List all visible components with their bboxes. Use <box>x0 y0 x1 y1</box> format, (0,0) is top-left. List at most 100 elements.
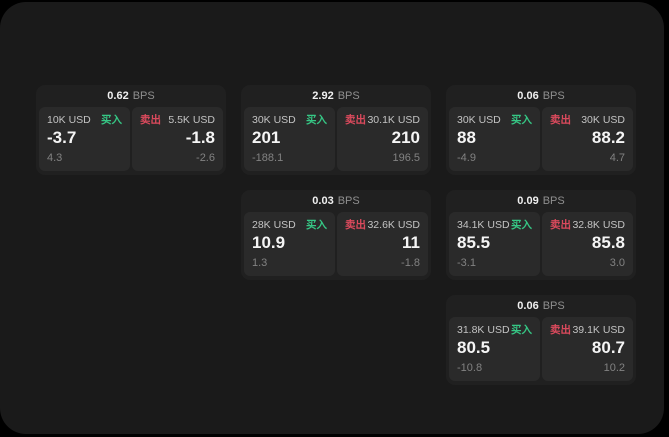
buy-side-label: 买入 <box>511 324 532 336</box>
sell-price: 210 <box>391 127 420 147</box>
quote-card: 0.06 BPS 30K USD 买入 88 -4.9 卖出 30K USD <box>446 85 636 175</box>
buy-amount-label: 10K USD <box>47 114 91 126</box>
sell-price: 85.8 <box>591 232 625 252</box>
sell-quote-tile[interactable]: 卖出 39.1K USD 80.7 10.2 <box>542 317 633 381</box>
sell-change: 4.7 <box>609 152 625 164</box>
buy-price: 85.5 <box>457 232 491 252</box>
spread-value: 0.06 <box>517 89 539 102</box>
quote-card: 0.03 BPS 28K USD 买入 10.9 1.3 卖出 32.6K US… <box>241 190 431 280</box>
sell-price: 80.7 <box>591 337 625 357</box>
sell-price: 88.2 <box>591 127 625 147</box>
sell-tile-toprow: 卖出 32.8K USD <box>550 220 625 231</box>
sell-side-label: 卖出 <box>345 114 366 126</box>
buy-amount-label: 30K USD <box>457 114 501 126</box>
sell-tile-toprow: 卖出 30K USD <box>550 115 625 126</box>
spread-value: 0.09 <box>517 194 539 207</box>
spread-header: 0.06 BPS <box>449 295 633 317</box>
sell-tile-toprow: 卖出 30.1K USD <box>345 115 420 126</box>
sell-change: 10.2 <box>603 362 625 374</box>
buy-change: -188.1 <box>252 152 284 164</box>
sell-change: 196.5 <box>392 152 420 164</box>
sell-side-label: 卖出 <box>345 219 366 231</box>
buy-side-label: 买入 <box>306 114 327 126</box>
sell-amount-label: 39.1K USD <box>572 324 625 336</box>
spread-value: 0.06 <box>517 299 539 312</box>
spread-unit-label: BPS <box>132 89 155 102</box>
quote-card: 2.92 BPS 30K USD 买入 201 -188.1 卖出 30.1K … <box>241 85 431 175</box>
sell-quote-tile[interactable]: 卖出 32.8K USD 85.8 3.0 <box>542 212 633 276</box>
buy-change: 1.3 <box>252 257 268 269</box>
buy-quote-tile[interactable]: 30K USD 买入 88 -4.9 <box>449 107 540 171</box>
buy-price: 201 <box>252 127 281 147</box>
spread-unit-label: BPS <box>337 194 360 207</box>
buy-change: -4.9 <box>457 152 476 164</box>
spread-value: 2.92 <box>312 89 334 102</box>
sell-quote-tile[interactable]: 卖出 30K USD 88.2 4.7 <box>542 107 633 171</box>
sell-tile-toprow: 卖出 32.6K USD <box>345 220 420 231</box>
buy-price: -3.7 <box>47 127 77 147</box>
buy-change: 4.3 <box>47 152 63 164</box>
sell-amount-label: 32.6K USD <box>367 219 420 231</box>
buy-tile-toprow: 30K USD 买入 <box>457 115 532 126</box>
spread-header: 2.92 BPS <box>244 85 428 107</box>
buy-tile-toprow: 10K USD 买入 <box>47 115 122 126</box>
quote-card: 0.09 BPS 34.1K USD 买入 85.5 -3.1 卖出 32.8K… <box>446 190 636 280</box>
buy-tile-toprow: 28K USD 买入 <box>252 220 327 231</box>
spread-unit-label: BPS <box>542 89 565 102</box>
spread-header: 0.03 BPS <box>244 190 428 212</box>
buy-quote-tile[interactable]: 31.8K USD 买入 80.5 -10.8 <box>449 317 540 381</box>
buy-side-label: 买入 <box>511 219 532 231</box>
buy-amount-label: 31.8K USD <box>457 324 510 336</box>
quote-panels: 30K USD 买入 88 -4.9 卖出 30K USD 88.2 4.7 <box>449 107 633 171</box>
sell-side-label: 卖出 <box>550 324 571 336</box>
sell-amount-label: 32.8K USD <box>572 219 625 231</box>
sell-price: 11 <box>402 232 420 252</box>
buy-amount-label: 34.1K USD <box>457 219 510 231</box>
sell-change: 3.0 <box>609 257 625 269</box>
sell-price: -1.8 <box>185 127 215 147</box>
buy-quote-tile[interactable]: 10K USD 买入 -3.7 4.3 <box>39 107 130 171</box>
buy-side-label: 买入 <box>306 219 327 231</box>
quote-panels: 10K USD 买入 -3.7 4.3 卖出 5.5K USD -1.8 -2.… <box>39 107 223 171</box>
sell-amount-label: 30K USD <box>581 114 625 126</box>
spread-value: 0.03 <box>312 194 334 207</box>
quote-panels: 30K USD 买入 201 -188.1 卖出 30.1K USD 210 1… <box>244 107 428 171</box>
quote-panels: 31.8K USD 买入 80.5 -10.8 卖出 39.1K USD 80.… <box>449 317 633 381</box>
buy-price: 10.9 <box>252 232 286 252</box>
sell-amount-label: 30.1K USD <box>367 114 420 126</box>
sell-amount-label: 5.5K USD <box>168 114 215 126</box>
quote-card: 0.06 BPS 31.8K USD 买入 80.5 -10.8 卖出 39.1… <box>446 295 636 385</box>
sell-tile-toprow: 卖出 39.1K USD <box>550 325 625 336</box>
spread-value: 0.62 <box>107 89 129 102</box>
spread-header: 0.06 BPS <box>449 85 633 107</box>
buy-price: 80.5 <box>457 337 491 357</box>
spread-unit-label: BPS <box>542 299 565 312</box>
buy-tile-toprow: 31.8K USD 买入 <box>457 325 532 336</box>
quote-panels: 34.1K USD 买入 85.5 -3.1 卖出 32.8K USD 85.8… <box>449 212 633 276</box>
buy-price: 88 <box>457 127 476 147</box>
quote-card-grid: 0.62 BPS 10K USD 买入 -3.7 4.3 卖出 5.5K USD <box>36 85 636 385</box>
buy-tile-toprow: 30K USD 买入 <box>252 115 327 126</box>
buy-change: -10.8 <box>457 362 483 374</box>
quote-panels: 28K USD 买入 10.9 1.3 卖出 32.6K USD 11 -1.8 <box>244 212 428 276</box>
spread-header: 0.62 BPS <box>39 85 223 107</box>
buy-amount-label: 28K USD <box>252 219 296 231</box>
buy-side-label: 买入 <box>101 114 122 126</box>
sell-change: -2.6 <box>196 152 215 164</box>
sell-quote-tile[interactable]: 卖出 5.5K USD -1.8 -2.6 <box>132 107 223 171</box>
sell-side-label: 卖出 <box>550 114 571 126</box>
sell-quote-tile[interactable]: 卖出 30.1K USD 210 196.5 <box>337 107 428 171</box>
buy-amount-label: 30K USD <box>252 114 296 126</box>
buy-tile-toprow: 34.1K USD 买入 <box>457 220 532 231</box>
buy-quote-tile[interactable]: 34.1K USD 买入 85.5 -3.1 <box>449 212 540 276</box>
sell-change: -1.8 <box>401 257 420 269</box>
buy-quote-tile[interactable]: 28K USD 买入 10.9 1.3 <box>244 212 335 276</box>
sell-tile-toprow: 卖出 5.5K USD <box>140 115 215 126</box>
buy-change: -3.1 <box>457 257 476 269</box>
buy-quote-tile[interactable]: 30K USD 买入 201 -188.1 <box>244 107 335 171</box>
sell-quote-tile[interactable]: 卖出 32.6K USD 11 -1.8 <box>337 212 428 276</box>
sell-side-label: 卖出 <box>140 114 161 126</box>
buy-side-label: 买入 <box>511 114 532 126</box>
quote-card: 0.62 BPS 10K USD 买入 -3.7 4.3 卖出 5.5K USD <box>36 85 226 175</box>
